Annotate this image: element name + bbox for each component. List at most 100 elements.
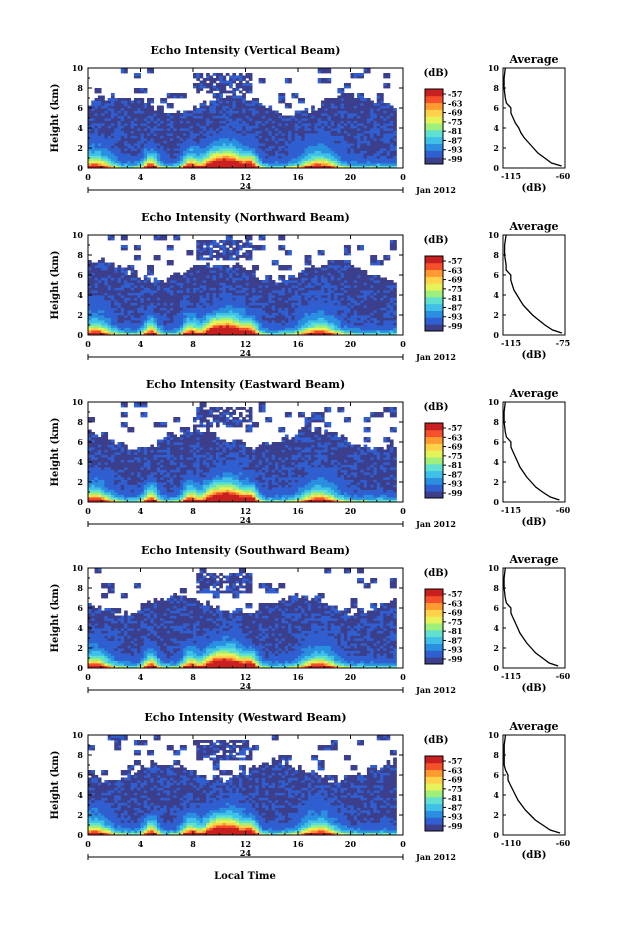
heatmap-cell [88, 297, 92, 301]
heatmap-cell [304, 163, 309, 166]
heatmap-cell [170, 295, 174, 298]
heatmap-cell [304, 140, 309, 144]
heatmap-cell [133, 300, 138, 303]
heatmap-cell [275, 285, 279, 288]
heatmap-cell [160, 332, 164, 336]
heatmap-cell [173, 292, 177, 296]
heatmap-cell [186, 327, 191, 331]
heatmap-cell [271, 158, 276, 161]
heatmap-cell [196, 115, 200, 119]
heatmap-cell [350, 138, 355, 141]
heatmap-cell [127, 125, 132, 129]
heatmap-cell [248, 237, 253, 241]
heatmap-cell [215, 150, 220, 154]
heatmap-cell [163, 135, 168, 139]
heatmap-cell [156, 143, 161, 146]
heatmap-cell [94, 320, 99, 323]
heatmap-cell [193, 135, 197, 139]
heatmap-cell [376, 93, 381, 96]
heatmap-cell [91, 160, 95, 164]
heatmap-cell [393, 120, 397, 124]
heatmap-cell [370, 108, 374, 111]
heatmap-cell [150, 287, 155, 291]
heatmap-cell [170, 143, 174, 146]
heatmap-cell [386, 138, 391, 141]
heatmap-cell [94, 108, 99, 111]
heatmap-cell [265, 163, 269, 166]
heatmap-cell [117, 120, 122, 124]
heatmap-cell [265, 315, 269, 318]
heatmap-cell [202, 153, 207, 156]
heatmap-cell [215, 83, 220, 86]
heatmap-cell [176, 155, 181, 159]
heatmap-cell [298, 327, 302, 331]
heatmap-cell [360, 158, 365, 161]
heatmap-cell [242, 135, 246, 139]
heatmap-cell [176, 143, 181, 146]
heatmap-cell [88, 265, 92, 268]
heatmap-cell [347, 83, 351, 86]
heatmap-cell [219, 150, 223, 154]
heatmap-cell [229, 295, 233, 298]
heatmap-cell [242, 140, 246, 144]
heatmap-cell [225, 133, 230, 136]
heatmap-cell [219, 165, 223, 169]
heatmap-cell [370, 123, 374, 126]
heatmap-cell [225, 312, 230, 316]
heatmap-cell [225, 290, 230, 293]
heatmap-cell [183, 140, 187, 144]
heatmap-cell [222, 118, 227, 121]
heatmap-cell [137, 100, 141, 104]
heatmap-cell [268, 138, 273, 141]
heatmap-cell [147, 130, 151, 134]
heatmap-cell [153, 327, 158, 331]
heatmap-cell [130, 130, 135, 134]
heatmap-cell [324, 265, 328, 268]
heatmap-cell [229, 280, 233, 283]
heatmap-cell [163, 332, 168, 336]
heatmap-cell [202, 275, 207, 278]
heatmap-cell [219, 125, 223, 129]
heatmap-cell [380, 105, 384, 109]
heatmap-cell [288, 80, 292, 84]
heatmap-cell [107, 153, 112, 156]
heatmap-cell [189, 153, 194, 156]
heatmap-cell [215, 128, 220, 131]
heatmap-cell [150, 118, 155, 121]
heatmap-cell [248, 75, 253, 79]
heatmap-cell [258, 287, 263, 291]
heatmap-cell [393, 113, 397, 116]
heatmap-cell [225, 125, 230, 129]
heatmap-cell [156, 295, 161, 298]
heatmap-cell [160, 145, 164, 149]
heatmap-cell [235, 275, 240, 278]
heatmap-cell [163, 148, 168, 151]
heatmap-cell [160, 280, 164, 283]
colorbar-swatch [425, 157, 443, 165]
heatmap-cell [343, 163, 348, 166]
heatmap-cell [120, 272, 125, 276]
heatmap-cell [225, 83, 230, 86]
heatmap-cell [245, 90, 250, 94]
heatmap-cell [160, 290, 164, 293]
heatmap-cell [110, 128, 115, 131]
heatmap-cell [120, 153, 125, 156]
heatmap-cell [209, 130, 214, 134]
heatmap-cell [376, 125, 381, 129]
heatmap-cell [252, 133, 256, 136]
heatmap-cell [275, 158, 279, 161]
heatmap-cell [88, 128, 92, 131]
heatmap-cell [320, 290, 325, 293]
heatmap-cell [143, 143, 148, 146]
heatmap-cell [229, 123, 233, 126]
heatmap-cell [275, 148, 279, 151]
heatmap-cell [281, 310, 286, 313]
heatmap-cell [91, 275, 95, 278]
heatmap-cell [150, 322, 155, 326]
heatmap-cell [101, 317, 105, 321]
heatmap-cell [340, 160, 345, 164]
heatmap-cell [104, 128, 109, 131]
heatmap-cell [137, 307, 141, 311]
heatmap-cell [242, 130, 246, 134]
heatmap-cell [212, 295, 217, 298]
